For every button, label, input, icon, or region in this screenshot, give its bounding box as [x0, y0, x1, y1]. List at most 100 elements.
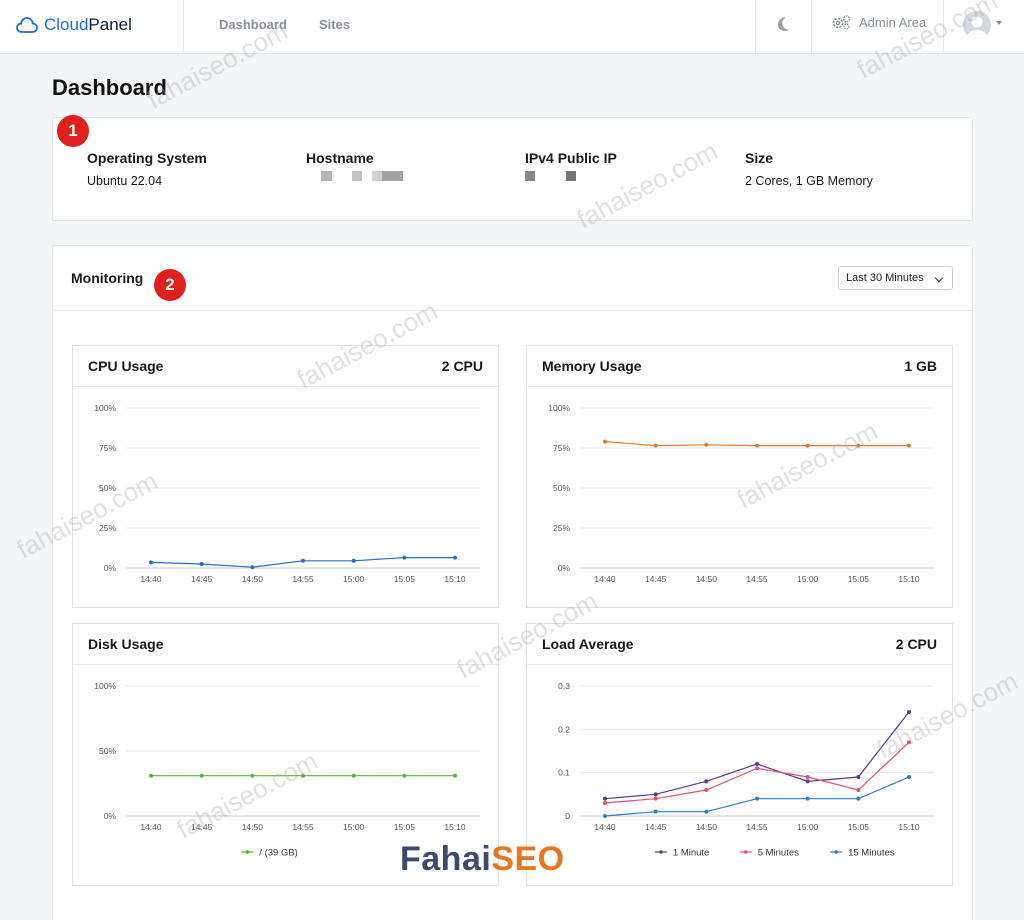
user-silhouette-icon — [963, 11, 991, 39]
chart-title: Load Average — [542, 636, 634, 652]
y-tick-label: 0.3 — [558, 681, 570, 691]
redacted-block — [566, 171, 576, 181]
data-point — [805, 775, 810, 779]
x-tick-label: 15:10 — [444, 822, 466, 832]
legend-swatch-dot — [245, 850, 250, 854]
x-tick-label: 14:45 — [645, 822, 667, 832]
y-tick-label: 100% — [94, 681, 116, 691]
brand-logo[interactable]: CloudPanel — [16, 14, 132, 36]
x-tick-label: 15:10 — [898, 574, 920, 584]
x-tick-label: 14:40 — [594, 574, 616, 584]
data-point — [603, 796, 607, 801]
x-tick-label: 14:40 — [594, 822, 616, 832]
x-tick-label: 15:05 — [394, 574, 416, 584]
monitoring-title: Monitoring — [71, 270, 144, 286]
memory-usage-chart: Memory Usage 1 GB 0% 25% 50% 75% 100% 14:40 14… — [526, 345, 953, 608]
nav-dashboard[interactable]: Dashboard — [219, 17, 287, 32]
cloud-icon — [16, 17, 38, 33]
data-point — [351, 773, 356, 778]
x-tick-label: 15:05 — [394, 822, 416, 832]
y-tick-label: 100% — [94, 403, 116, 413]
data-point — [704, 809, 709, 814]
data-point — [653, 792, 658, 797]
data-point — [149, 773, 153, 778]
data-point — [856, 796, 861, 801]
data-point — [199, 773, 204, 778]
y-tick-label: 25% — [99, 523, 116, 533]
x-tick-label: 14:45 — [191, 574, 213, 584]
legend-swatch-dot — [659, 850, 663, 854]
y-tick-label: 0.2 — [558, 724, 570, 734]
chart-title: CPU Usage — [88, 358, 164, 374]
y-tick-label: 50% — [99, 746, 116, 756]
cpu-usage-chart: CPU Usage 2 CPU 0% 25% 50% 75% 100% 14:40 14:4… — [72, 345, 499, 608]
avatar[interactable] — [963, 11, 991, 39]
y-tick-label: 100% — [548, 403, 570, 413]
x-tick-label: 14:55 — [746, 574, 768, 584]
data-point — [351, 558, 356, 563]
x-tick-label: 15:00 — [797, 574, 819, 584]
data-point — [199, 562, 204, 566]
brand-prefix: Cloud — [44, 15, 89, 34]
x-tick-label: 14:40 — [140, 574, 162, 584]
size-value: 2 Cores, 1 GB Memory — [745, 174, 873, 188]
x-tick-label: 15:05 — [848, 574, 870, 584]
data-point — [653, 809, 658, 814]
x-tick-label: 15:00 — [343, 822, 365, 832]
y-tick-label: 75% — [99, 443, 116, 453]
hostname-label: Hostname — [306, 150, 374, 166]
nav-sites[interactable]: Sites — [319, 17, 351, 32]
data-point — [755, 443, 759, 448]
data-point — [704, 442, 709, 447]
chevron-down-icon — [934, 273, 944, 283]
data-point — [704, 779, 709, 784]
redacted-block — [352, 171, 362, 181]
size-label: Size — [745, 150, 774, 166]
x-tick-label: 14:45 — [191, 822, 213, 832]
x-tick-label: 14:55 — [746, 822, 768, 832]
data-point — [805, 796, 810, 801]
legend-label: 5 Minutes — [758, 847, 799, 858]
y-tick-label: 0% — [104, 811, 117, 821]
chart-plot: 0% 25% 50% 75% 100% 14:40 14:45 14:50 14:55 15:00… — [548, 403, 934, 584]
moon-icon[interactable] — [776, 16, 790, 32]
data-point — [453, 773, 457, 778]
chart-plot: 0% 25% 50% 75% 100% 14:40 14:45 14:50 14:55 15:00… — [94, 403, 480, 584]
x-tick-label: 14:45 — [645, 574, 667, 584]
chart-subtitle: 2 CPU — [895, 636, 937, 652]
data-point — [301, 773, 305, 778]
data-point — [907, 740, 911, 745]
data-point — [856, 443, 861, 448]
data-point — [603, 439, 607, 444]
brand-watermark: FahaiSEO — [400, 840, 565, 878]
chart-plot: 0 0.1 0.2 0.3 14:40 14:45 14:50 14:55 15:00 15:05… — [558, 681, 934, 858]
chevron-down-icon[interactable] — [996, 21, 1002, 25]
chart-subtitle: 1 GB — [904, 358, 937, 374]
legend-label: / (39 GB) — [259, 847, 298, 858]
data-point — [755, 766, 759, 771]
redacted-block — [382, 171, 403, 181]
data-point — [603, 814, 607, 818]
x-tick-label: 15:10 — [444, 574, 466, 584]
series-line — [604, 776, 910, 817]
chart-plot: 0% 50% 100% 14:40 14:45 14:50 14:55 15:00 15:05 1… — [94, 681, 480, 858]
brand-suffix: Panel — [88, 15, 132, 34]
ipv4-label: IPv4 Public IP — [525, 150, 617, 166]
top-bar: CloudPanel Dashboard Sites Admin Area — [0, 0, 1024, 54]
legend-label: 1 Minute — [673, 847, 709, 858]
time-range-select[interactable]: Last 30 Minutes — [838, 266, 953, 290]
data-point — [603, 801, 607, 805]
redacted-block — [525, 171, 535, 181]
data-point — [805, 443, 810, 448]
admin-area-link[interactable]: Admin Area — [831, 14, 926, 31]
data-point — [653, 796, 658, 801]
x-tick-label: 14:40 — [140, 822, 162, 832]
x-tick-label: 14:50 — [242, 822, 264, 832]
legend-swatch-dot — [834, 850, 838, 854]
data-point — [805, 779, 810, 784]
data-point — [453, 555, 457, 560]
redacted-block — [372, 171, 382, 181]
chart-title: Disk Usage — [88, 636, 164, 652]
data-point — [856, 788, 861, 792]
y-tick-label: 75% — [553, 443, 570, 453]
